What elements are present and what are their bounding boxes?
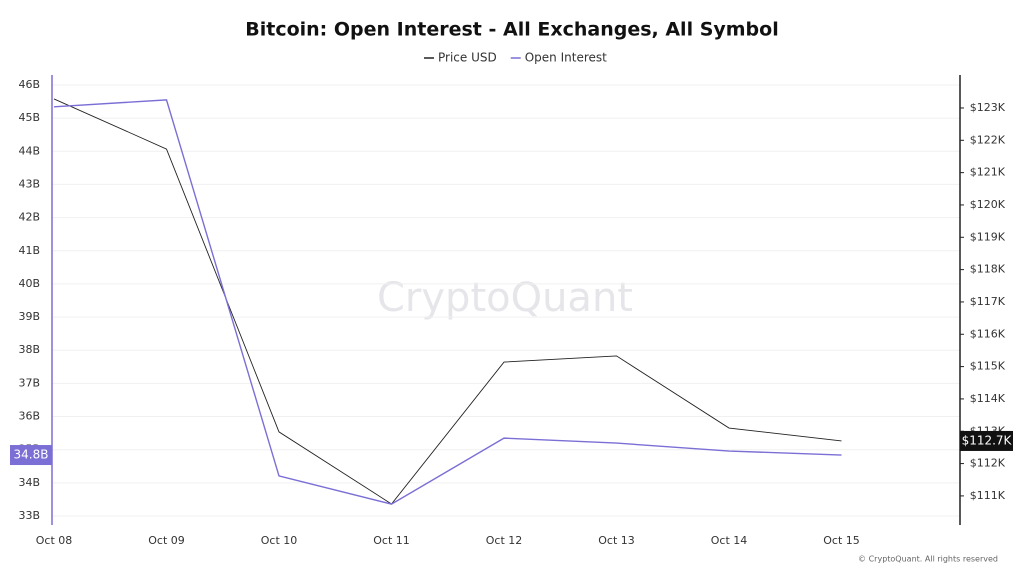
y2-tick-label: $112K [970, 457, 1006, 470]
series-line [53, 99, 842, 505]
y-tick-label: 41B [18, 244, 40, 257]
value-label-box [960, 430, 1013, 451]
x-tick-label: Oct 09 [148, 534, 185, 547]
value-label: 34.8B [14, 448, 49, 462]
y2-tick-label: $116K [970, 327, 1006, 340]
y2-tick-label: $111K [970, 489, 1006, 502]
watermark: CryptoQuant [377, 275, 633, 321]
y-tick-label: 34B [18, 476, 40, 489]
x-tick-label: Oct 14 [711, 534, 748, 547]
y2-tick-label: $123K [970, 101, 1006, 114]
y-tick-label: 43B [18, 177, 40, 190]
y2-tick-label: $121K [970, 166, 1006, 179]
value-label: $112.7K [962, 433, 1013, 447]
y2-tick-label: $122K [970, 133, 1006, 146]
x-tick-label: Oct 12 [486, 534, 523, 547]
x-tick-label: Oct 10 [261, 534, 298, 547]
y2-tick-label: $118K [970, 263, 1006, 276]
chart-title: Bitcoin: Open Interest - All Exchanges, … [245, 19, 778, 41]
y2-tick-label: $119K [970, 230, 1006, 243]
legend-label: Price USD [438, 51, 497, 65]
y-tick-label: 38B [18, 343, 40, 356]
value-label-box [10, 445, 52, 466]
y2-tick-label: $114K [970, 392, 1006, 405]
y-tick-label: 46B [18, 78, 40, 91]
y-tick-label: 39B [18, 310, 40, 323]
y-tick-label: 33B [18, 509, 40, 522]
y-tick-label: 44B [18, 144, 40, 157]
legend-label: Open Interest [525, 51, 607, 65]
x-tick-label: Oct 13 [598, 534, 635, 547]
series-line [53, 98, 842, 505]
y-tick-label: 37B [18, 376, 40, 389]
y-tick-label: 42B [18, 211, 40, 224]
y2-tick-label: $115K [970, 360, 1006, 373]
x-tick-label: Oct 08 [36, 534, 73, 547]
x-tick-label: Oct 15 [823, 534, 860, 547]
y-tick-label: 36B [18, 410, 40, 423]
y-tick-label: 45B [18, 111, 40, 124]
y2-tick-label: $117K [970, 295, 1006, 308]
y-tick-label: 40B [18, 277, 40, 290]
copyright: © CryptoQuant. All rights reserved [858, 555, 998, 564]
legend: Price USD Open Interest [424, 51, 607, 65]
x-tick-label: Oct 11 [373, 534, 410, 547]
y2-tick-label: $120K [970, 198, 1006, 211]
